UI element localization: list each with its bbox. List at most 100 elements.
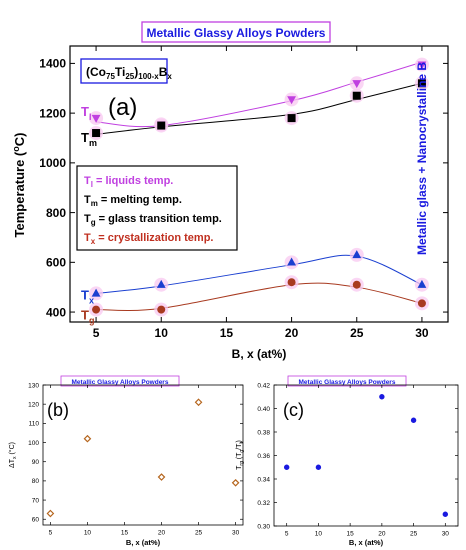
series-label-tg: Tg [81, 308, 94, 326]
x-tick-label: 5 [285, 531, 289, 538]
x-tick-label: 25 [195, 530, 203, 537]
x-tick-label: 30 [442, 531, 450, 538]
panel-b-ticks: 5 10 15 20 25 30 60 70 80 90 100 110 120 130 [28, 382, 243, 537]
marker-tx [417, 279, 427, 288]
legend-entry: Tx = crystallization temp. [84, 232, 213, 246]
composition-label: (Co75Ti25)100-xBx [86, 65, 172, 81]
series-label-tm: Tm [81, 130, 97, 148]
y-tick-label: 80 [32, 478, 40, 485]
data-point [231, 478, 240, 487]
marker-tx [352, 250, 362, 259]
y-tick-label: 70 [32, 497, 40, 504]
y-tick-label: 400 [46, 305, 66, 319]
y-tick-label: 100 [28, 440, 39, 447]
marker-tx [156, 279, 166, 288]
legend-entry: Tg = glass transition temp. [84, 213, 222, 227]
y-tick-label: 1200 [39, 106, 66, 120]
y-tick-label: 0.34 [257, 476, 270, 483]
data-point [194, 398, 203, 407]
panel-b-title-box [60, 375, 180, 387]
composition-box [80, 58, 168, 84]
data-point [379, 394, 385, 400]
marker-tg [417, 299, 426, 308]
x-tick-label: 25 [350, 326, 364, 340]
panel-b-markers [46, 398, 240, 518]
legend-entry: Tl = liquids temp. [84, 175, 173, 189]
panel-c-title-box [287, 375, 407, 387]
panel-a-label: (a) [108, 94, 137, 121]
panel-c-ticks: 5 10 15 20 25 30 0.30 0.32 0.34 0.36 0.38 0.40 0.42 [257, 382, 458, 538]
x-tick-label: 10 [84, 530, 92, 537]
x-tick-label: 5 [93, 326, 100, 340]
marker-tl [91, 114, 101, 123]
data-point [442, 511, 449, 517]
data-point [83, 434, 92, 443]
marker-tx [91, 288, 101, 297]
data-point [157, 473, 166, 481]
x-tick-label: 30 [415, 326, 429, 340]
y-tick-label: 800 [46, 206, 66, 220]
panel-c: Metallic Glassy Alloys Powders 5 10 15 20 25… [236, 375, 459, 547]
y-tick-label: 1000 [39, 156, 66, 170]
marker-tl [287, 96, 296, 105]
x-tick-label: 20 [158, 530, 166, 537]
panel-c-title: Metallic Glassy Alloys Powders [299, 379, 396, 386]
y-tick-label: 90 [32, 459, 40, 466]
marker-tl [417, 61, 427, 70]
marker-tm [92, 129, 101, 138]
x-tick-label: 30 [232, 530, 240, 537]
x-tick-label: 20 [378, 531, 386, 538]
panel-b-x-axis-title: B, x (at%) [126, 538, 161, 547]
panel-a-series-labels: Tl Tm Tx Tg [81, 104, 97, 325]
marker-tg [92, 305, 101, 314]
marker-tm [157, 121, 166, 130]
y-tick-label: 0.38 [257, 429, 270, 436]
y-tick-label: 60 [32, 517, 40, 524]
y-tick-label: 0.36 [257, 453, 270, 460]
series-label-tx: Tx [81, 287, 94, 305]
x-tick-label: 10 [155, 326, 169, 340]
panel-a-title-box [141, 21, 331, 43]
marker-tg [287, 278, 296, 287]
panel-a-plot-frame [69, 45, 449, 323]
y-tick-label: 0.40 [257, 406, 270, 413]
x-tick-label: 15 [220, 326, 234, 340]
panel-a-side-annotation: Metallic glass + Nanocrystalline B [415, 62, 429, 255]
fit-curve-tg [96, 282, 423, 311]
x-tick-label: 20 [285, 326, 299, 340]
marker-tg [157, 305, 166, 314]
marker-tm [287, 114, 296, 123]
series-label-tl: Tl [81, 104, 91, 122]
data-point [315, 464, 322, 470]
y-tick-label: 110 [29, 421, 40, 428]
marker-tm [417, 79, 426, 88]
x-tick-label: 10 [315, 531, 323, 538]
data-point [410, 417, 417, 423]
y-tick-label: 130 [28, 382, 39, 389]
y-tick-label: 0.32 [257, 500, 270, 507]
x-tick-label: 15 [347, 531, 355, 538]
panel-c-label: (c) [283, 400, 304, 420]
legend-entry: Tm = melting temp. [84, 194, 182, 208]
y-tick-label: 120 [28, 401, 39, 408]
marker-tx [287, 257, 296, 266]
y-tick-label: 0.30 [257, 523, 270, 530]
panel-a-x-axis-title: B, x (at%) [232, 347, 287, 361]
data-point [46, 509, 55, 518]
panel-a-markers [89, 57, 429, 317]
panel-c-x-axis-title: B, x (at%) [349, 538, 384, 547]
y-tick-label: 0.42 [257, 382, 270, 389]
panel-b: Metallic Glassy Alloys Powders 5 10 15 20 25… [8, 375, 244, 547]
panel-c-y-axis-title: Trg (Tg/Tl) [236, 440, 245, 470]
panel-b-plot-frame [42, 384, 244, 526]
marker-tl [352, 80, 362, 89]
panel-a-legend: Tl = liquids temp. Tm = melting temp. Tg =… [84, 175, 222, 246]
marker-tm [352, 91, 361, 100]
data-point [283, 464, 290, 470]
panel-b-y-axis-title: ΔTx (°C) [8, 442, 18, 468]
panel-a-ticks: 5 10 15 20 25 30 400 600 800 1000 1200 1400 [39, 46, 448, 340]
panel-a-legend-box [76, 165, 238, 251]
y-tick-label: 600 [46, 256, 66, 270]
y-tick-label: 1400 [39, 57, 66, 71]
